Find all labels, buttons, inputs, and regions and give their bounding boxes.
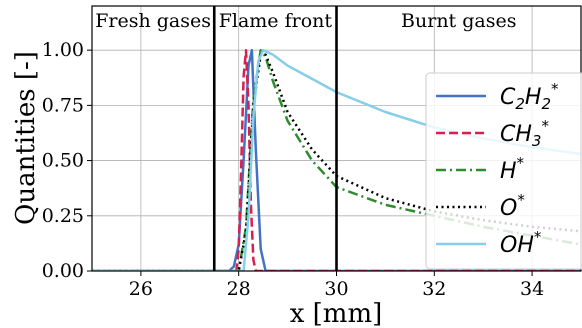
y-axis-label: Quantities [-]	[11, 51, 41, 225]
legend-entry: C2H2*	[500, 80, 559, 113]
legend-entry: H*	[500, 154, 525, 184]
y-tick-label: 0.75	[42, 94, 84, 116]
x-axis-label: x [mm]	[290, 299, 383, 328]
ticks: 26 28 30 32 34 0.00 0.25 0.50 0.75 1.00	[42, 39, 545, 300]
y-tick-label: 0.00	[42, 260, 84, 282]
region-label: Burnt gases	[401, 10, 516, 32]
y-tick-label: 0.25	[42, 205, 84, 227]
legend: C2H2* CH3* H* O* OH*	[425, 72, 582, 270]
x-tick-label: 26	[129, 278, 153, 300]
region-labels: Fresh gases Flame front Burnt gases	[95, 10, 516, 32]
x-tick-label: 34	[520, 278, 544, 300]
x-tick-label: 30	[324, 278, 348, 300]
region-label: Flame front	[219, 10, 333, 32]
y-tick-label: 1.00	[42, 39, 84, 61]
x-tick-label: 32	[422, 278, 446, 300]
y-tick-label: 0.50	[42, 150, 84, 172]
legend-box	[425, 72, 582, 270]
region-boundaries	[212, 6, 338, 271]
legend-entry: CH3*	[500, 117, 549, 150]
series-line-0	[92, 48, 581, 271]
region-label: Fresh gases	[95, 10, 211, 32]
series-line-1	[92, 48, 581, 271]
legend-entry: O*	[500, 191, 525, 221]
x-tick-label: 28	[227, 278, 251, 300]
legend-entry: OH*	[500, 228, 542, 258]
